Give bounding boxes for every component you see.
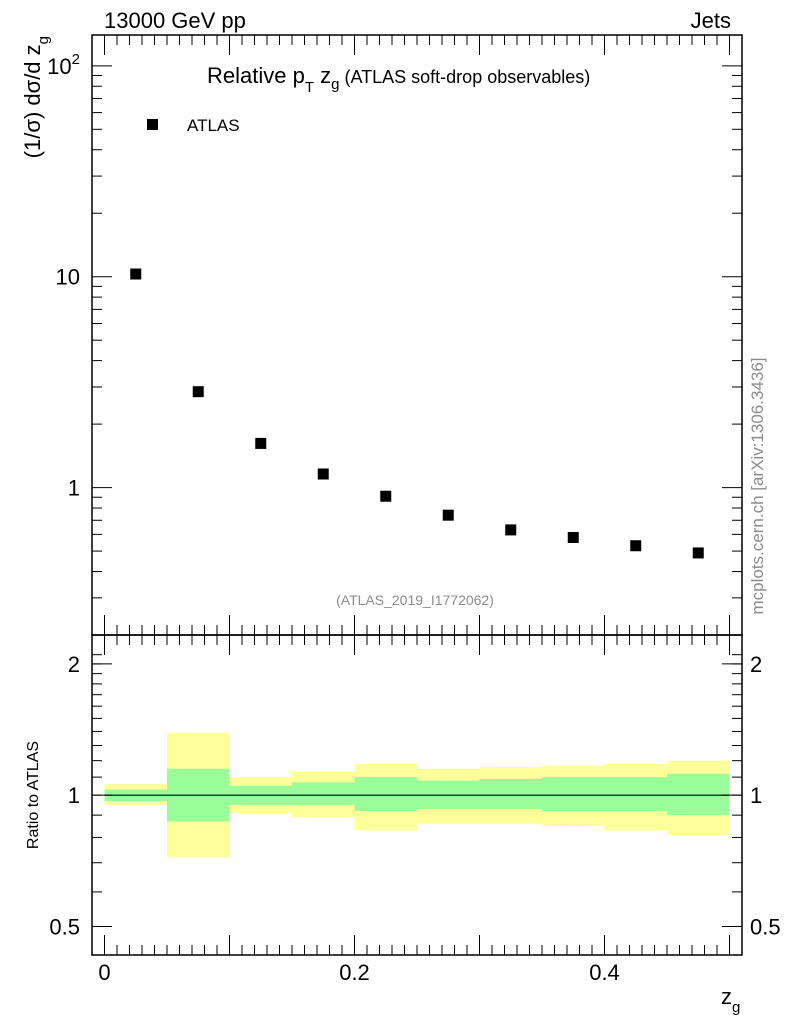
chart-title-tail: (ATLAS soft-drop observables) — [339, 67, 590, 87]
ratio-band — [354, 777, 417, 811]
chart-title-mid: z — [314, 63, 331, 88]
data-point — [630, 540, 642, 552]
x-tick-label: 0.2 — [339, 960, 370, 985]
x-axis-label-main: z — [721, 984, 732, 1009]
ratio-band — [292, 782, 355, 805]
main-y-tick-label: 102 — [47, 51, 80, 79]
ratio-band — [604, 777, 667, 811]
main-y-tick-label: 1 — [68, 476, 80, 501]
legend-marker — [147, 119, 158, 130]
main-axis-ticks — [92, 35, 742, 636]
ratio-axis-ticks — [92, 635, 742, 955]
legend: ATLAS — [147, 116, 240, 135]
data-point — [505, 524, 517, 536]
analysis-tag: (ATLAS_2019_I1772062) — [336, 592, 494, 608]
main-y-axis-label: (1/σ) dσ/d zg — [20, 36, 52, 158]
ratio-y-tick-label-right: 2 — [750, 652, 762, 677]
data-point — [567, 531, 579, 543]
ratio-y-tick-label-left: 1 — [68, 783, 80, 808]
header-right: Jets — [691, 8, 731, 33]
main-y-tick-label: 10 — [56, 265, 80, 290]
data-point — [130, 268, 142, 280]
data-point — [380, 490, 392, 502]
x-axis-label-sub: g — [732, 999, 740, 1016]
data-point — [317, 468, 329, 480]
ratio-plot-area — [104, 732, 730, 858]
side-label: mcplots.cern.ch [arXiv:1306.3436] — [748, 357, 767, 614]
chart-title-sub2: g — [331, 76, 339, 93]
ratio-panel: 2 2 1 1 0.5 0.5 0 0.2 0.4 Ratio to ATLAS zg — [25, 634, 781, 1016]
ratio-y-tick-label-left: 0.5 — [49, 914, 80, 939]
main-y-tick-labels: 102 10 1 — [47, 51, 80, 501]
data-point — [692, 547, 704, 559]
chart-title: Relative pT zg (ATLAS soft-drop observab… — [207, 63, 590, 96]
ratio-y-axis-label: Ratio to ATLAS — [25, 741, 42, 849]
ratio-y-tick-labels: 2 2 1 1 0.5 0.5 — [49, 652, 780, 940]
x-tick-label: 0.4 — [589, 960, 620, 985]
ratio-y-tick-label-left: 2 — [68, 652, 80, 677]
ratio-band — [479, 778, 542, 809]
x-axis-label: zg — [721, 984, 740, 1016]
legend-label: ATLAS — [187, 116, 240, 135]
ratio-band — [542, 777, 605, 811]
ratio-y-tick-label-right: 1 — [750, 783, 762, 808]
data-point — [192, 386, 204, 398]
main-plot-area — [130, 268, 704, 559]
chart-title-main: Relative p — [207, 63, 305, 88]
main-y-axis-label-main: (1/σ) dσ/d z — [20, 44, 45, 158]
x-tick-labels: 0 0.2 0.4 — [98, 960, 619, 985]
header-left: 13000 GeV pp — [104, 8, 246, 33]
data-point — [255, 437, 267, 449]
x-tick-label: 0 — [98, 960, 110, 985]
data-point — [442, 509, 454, 521]
main-y-axis-label-sub: g — [35, 36, 52, 44]
ratio-band — [667, 773, 730, 816]
ratio-y-tick-label-right: 0.5 — [750, 914, 781, 939]
chart-title-sub1: T — [305, 79, 314, 96]
